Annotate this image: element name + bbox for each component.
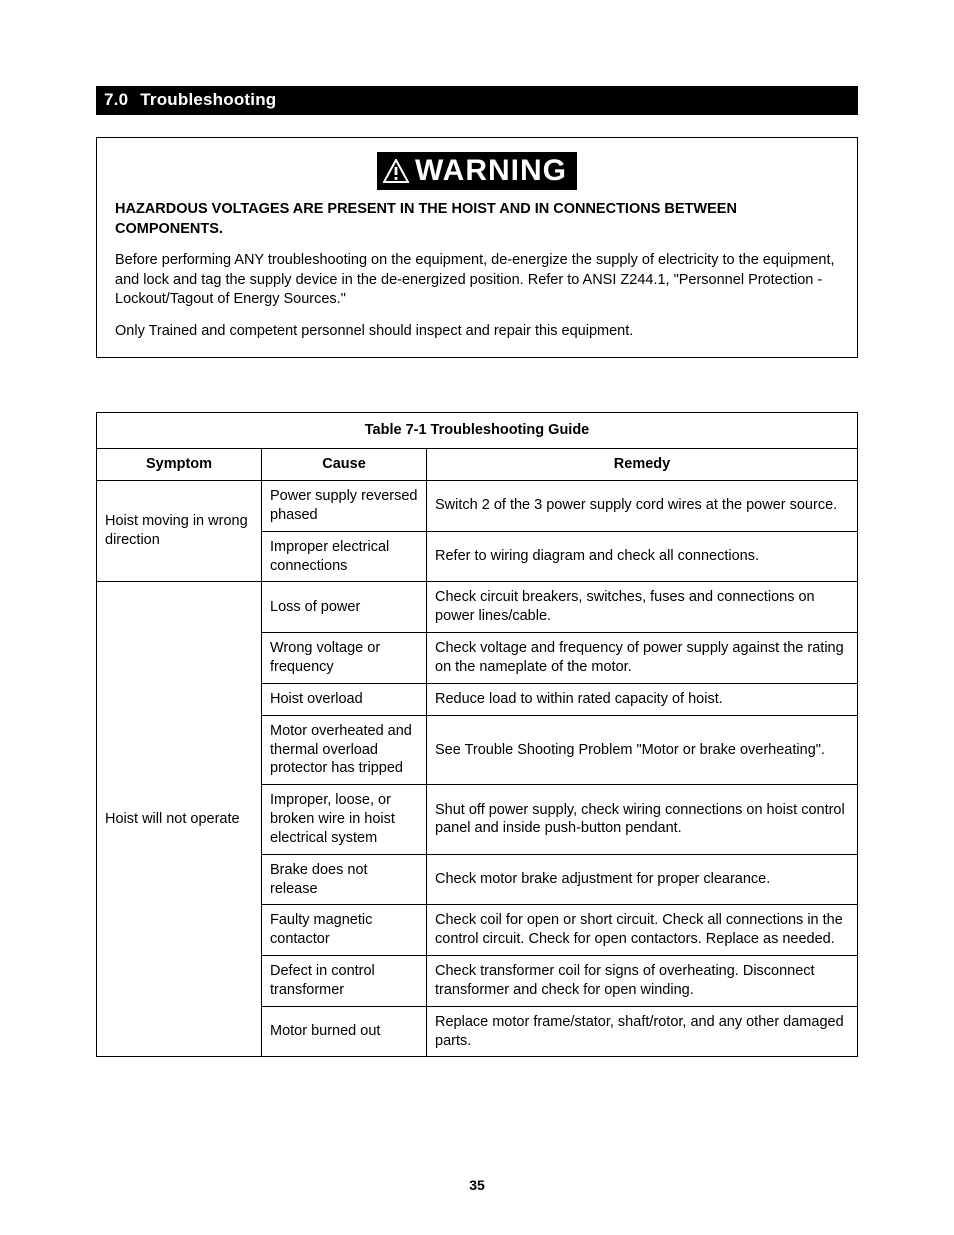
cell-remedy: Check motor brake adjustment for proper … (427, 854, 858, 905)
cell-remedy: Reduce load to within rated capacity of … (427, 683, 858, 715)
cell-cause: Power supply reversed phased (262, 481, 427, 532)
table-row: Hoist will not operate Loss of power Che… (97, 582, 858, 633)
troubleshooting-table-wrap: Table 7-1 Troubleshooting Guide Symptom … (96, 412, 858, 1057)
cell-cause: Improper electrical connections (262, 531, 427, 582)
cell-cause: Loss of power (262, 582, 427, 633)
cell-symptom: Hoist moving in wrong direction (97, 481, 262, 582)
cell-remedy: Replace motor frame/stator, shaft/rotor,… (427, 1006, 858, 1057)
cell-remedy: Check circuit breakers, switches, fuses … (427, 582, 858, 633)
warning-paragraph: Only Trained and competent personnel sho… (115, 322, 839, 342)
cell-cause: Wrong voltage or frequency (262, 633, 427, 684)
warning-heading: HAZARDOUS VOLTAGES ARE PRESENT IN THE HO… (115, 200, 839, 239)
warning-badge-inner: WARNING (377, 152, 577, 190)
section-header: 7.0 Troubleshooting (96, 86, 858, 115)
cell-cause: Defect in control transformer (262, 956, 427, 1007)
cell-cause: Faulty magnetic contactor (262, 905, 427, 956)
warning-badge: WARNING (115, 152, 839, 190)
cell-symptom: Hoist will not operate (97, 582, 262, 1057)
troubleshooting-table: Table 7-1 Troubleshooting Guide Symptom … (96, 412, 858, 1057)
table-header-symptom: Symptom (97, 449, 262, 481)
cell-remedy: Switch 2 of the 3 power supply cord wire… (427, 481, 858, 532)
table-header-remedy: Remedy (427, 449, 858, 481)
page: 7.0 Troubleshooting WARNING HAZARDOUS VOL… (0, 0, 954, 1235)
cell-cause: Hoist overload (262, 683, 427, 715)
cell-remedy: Refer to wiring diagram and check all co… (427, 531, 858, 582)
table-header-row: Symptom Cause Remedy (97, 449, 858, 481)
warning-badge-text: WARNING (415, 154, 567, 188)
cell-cause: Motor burned out (262, 1006, 427, 1057)
cell-remedy: See Trouble Shooting Problem "Motor or b… (427, 715, 858, 785)
cell-remedy: Shut off power supply, check wiring conn… (427, 785, 858, 855)
cell-cause: Motor overheated and thermal overload pr… (262, 715, 427, 785)
cell-cause: Improper, loose, or broken wire in hoist… (262, 785, 427, 855)
cell-remedy: Check transformer coil for signs of over… (427, 956, 858, 1007)
cell-remedy: Check coil for open or short circuit. Ch… (427, 905, 858, 956)
section-number: 7.0 (104, 90, 128, 110)
table-row: Hoist moving in wrong direction Power su… (97, 481, 858, 532)
cell-cause: Brake does not release (262, 854, 427, 905)
table-header-cause: Cause (262, 449, 427, 481)
warning-box: WARNING HAZARDOUS VOLTAGES ARE PRESENT I… (96, 137, 858, 358)
alert-triangle-icon (383, 159, 409, 183)
section-title: Troubleshooting (140, 90, 276, 109)
warning-paragraph: Before performing ANY troubleshooting on… (115, 251, 839, 310)
cell-remedy: Check voltage and frequency of power sup… (427, 633, 858, 684)
table-caption: Table 7-1 Troubleshooting Guide (97, 413, 858, 449)
table-caption-row: Table 7-1 Troubleshooting Guide (97, 413, 858, 449)
page-number: 35 (0, 1177, 954, 1193)
